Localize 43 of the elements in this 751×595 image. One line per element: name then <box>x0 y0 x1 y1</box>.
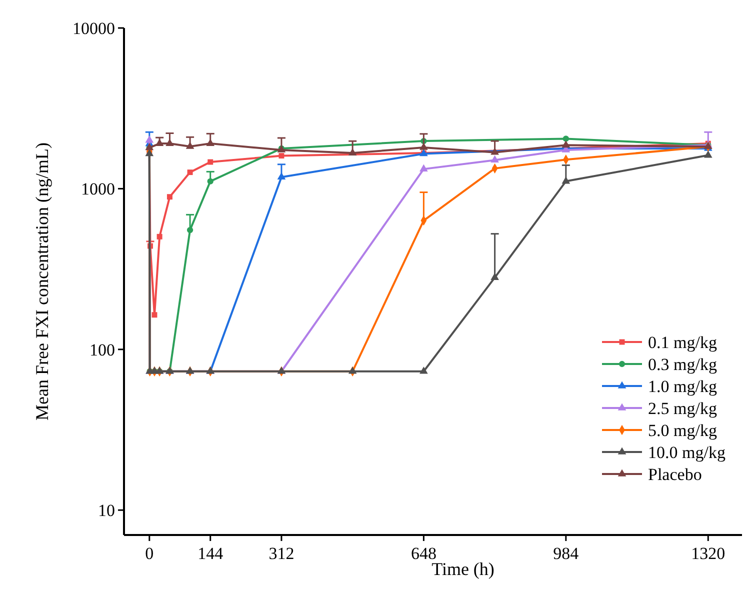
y-axis-title: Mean Free FXI concentration (ng/mL) <box>32 142 52 420</box>
point <box>145 136 154 143</box>
point <box>156 234 162 240</box>
point <box>155 138 164 146</box>
point <box>420 142 428 150</box>
legend-label: 0.1 mg/kg <box>648 332 718 352</box>
point <box>278 153 284 159</box>
y-tick-label: 10000 <box>72 18 115 38</box>
point <box>207 178 214 184</box>
legend-label: Placebo <box>648 464 702 484</box>
point <box>562 136 569 142</box>
y-tick-label: 1000 <box>81 180 115 199</box>
x-tick-label: 312 <box>268 544 294 563</box>
point <box>490 272 499 280</box>
x-tick-label: 0 <box>145 544 154 563</box>
x-tick-label: 984 <box>553 544 580 563</box>
point <box>206 138 215 146</box>
point <box>186 142 194 149</box>
legend-label: 10.0 mg/kg <box>648 442 726 462</box>
x-tick-label: 144 <box>198 544 224 563</box>
point <box>166 138 174 146</box>
legend-label: 0.3 mg/kg <box>648 354 718 374</box>
y-tick-label: 10 <box>98 501 115 520</box>
legend-label: 5.0 mg/kg <box>648 420 718 440</box>
x-tick-label: 1320 <box>691 544 726 563</box>
point <box>704 150 712 158</box>
point <box>420 366 428 374</box>
point <box>348 148 357 156</box>
point <box>166 194 172 200</box>
point <box>490 148 499 155</box>
point <box>187 170 193 176</box>
point <box>152 312 158 318</box>
point <box>562 176 570 184</box>
point <box>490 155 499 162</box>
point <box>562 140 570 148</box>
legend-label: 1.0 mg/kg <box>648 376 718 396</box>
y-tick-label: 100 <box>90 340 115 360</box>
point <box>186 226 194 234</box>
point <box>420 164 428 172</box>
point <box>348 366 357 374</box>
point <box>277 172 286 180</box>
legend-label: 2.5 mg/kg <box>648 398 718 418</box>
point <box>208 159 214 165</box>
